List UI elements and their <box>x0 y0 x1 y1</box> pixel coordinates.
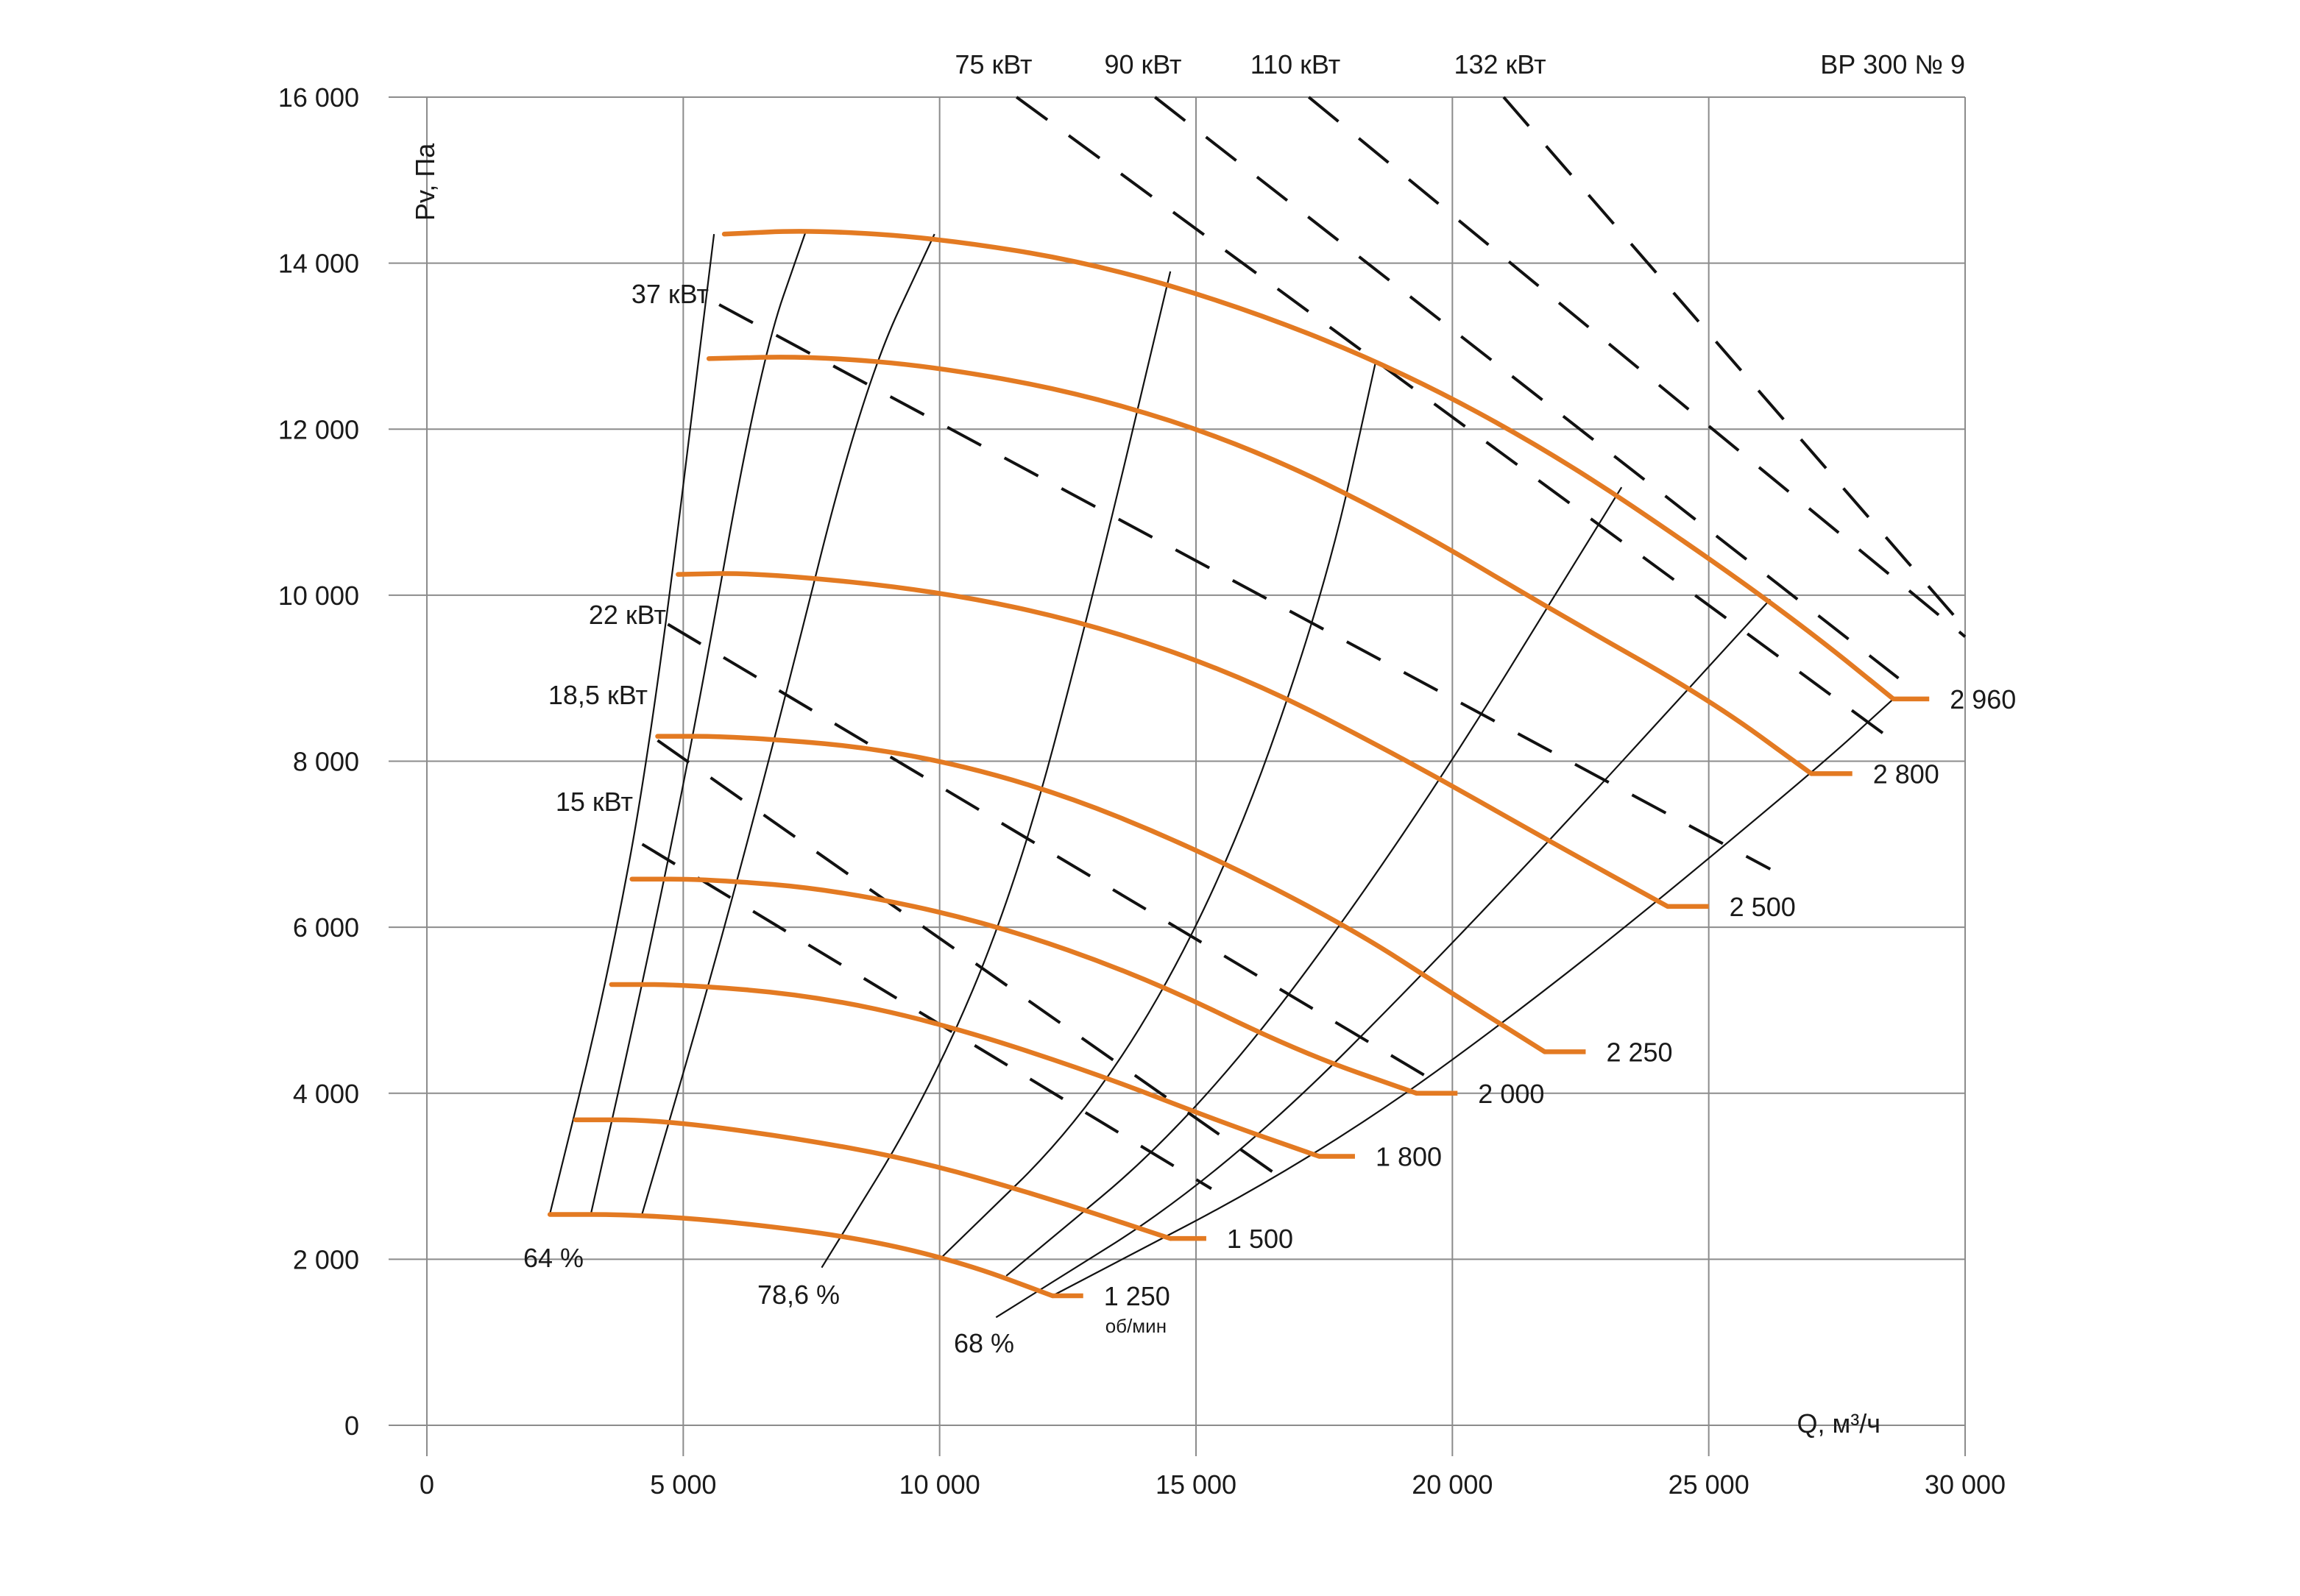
power-line <box>641 843 1212 1191</box>
y-tick-label: 16 000 <box>278 82 359 113</box>
power-line <box>1154 96 1900 680</box>
y-tick-label: 14 000 <box>278 249 359 279</box>
efficiency-label: 64 % <box>523 1243 584 1273</box>
y-tick-label: 4 000 <box>293 1079 359 1109</box>
power-line <box>1307 96 1967 638</box>
rpm-curve <box>609 982 1322 1159</box>
power-line-label: 90 кВт <box>1104 49 1181 79</box>
power-line-label: 132 кВт <box>1454 49 1546 79</box>
x-tick-label: 5 000 <box>650 1469 716 1500</box>
y-tick-label: 8 000 <box>293 747 359 777</box>
rpm-curve <box>655 734 1547 1054</box>
x-tick-label: 10 000 <box>899 1469 980 1500</box>
y-axis-label: Pv, Па <box>410 143 440 221</box>
rpm-label: 2 960 <box>1950 684 2016 714</box>
x-tick-label: 15 000 <box>1156 1469 1236 1500</box>
x-axis-label: Q, м³/ч <box>1797 1408 1880 1439</box>
rpm-curve <box>629 876 1419 1096</box>
y-tick-label: 0 <box>344 1411 359 1441</box>
x-tick-label: 30 000 <box>1925 1469 2006 1500</box>
rpm-curve <box>573 1117 1173 1241</box>
rpm-label: 1 500 <box>1227 1224 1293 1254</box>
efficiency-line <box>821 271 1172 1269</box>
x-tick-label: 20 000 <box>1412 1469 1493 1500</box>
y-tick-label: 10 000 <box>278 581 359 611</box>
rpm-label: 2 800 <box>1873 759 1939 789</box>
chart-title: ВР 300 № 9 <box>1820 49 1965 79</box>
rpm-label: 1 250 <box>1104 1281 1170 1311</box>
efficiency-line <box>995 598 1772 1319</box>
grid <box>389 96 1966 1456</box>
efficiency-line <box>1005 486 1623 1277</box>
x-tick-label: 0 <box>420 1469 434 1500</box>
rpm-label: 2 500 <box>1730 892 1796 922</box>
power-line <box>1502 96 1967 630</box>
y-tick-label: 6 000 <box>293 912 359 943</box>
power-line-label: 110 кВт <box>1250 49 1340 79</box>
efficiency-line <box>641 233 935 1214</box>
power-line-label: 22 кВт <box>589 600 666 630</box>
rpm-unit-label: об/мин <box>1105 1315 1167 1337</box>
y-tick-label: 2 000 <box>293 1244 359 1274</box>
rpm-curves <box>547 229 1930 1299</box>
efficiency-line <box>1052 698 1894 1297</box>
rpm-label: 1 800 <box>1376 1141 1442 1171</box>
power-line <box>718 303 1772 870</box>
x-tick-label: 25 000 <box>1669 1469 1749 1500</box>
power-line <box>1015 96 1900 746</box>
efficiency-label: 68 % <box>954 1328 1014 1358</box>
power-line-label: 18,5 кВт <box>548 680 648 710</box>
power-line-label: 15 кВт <box>556 787 633 817</box>
rpm-curve <box>721 229 1896 702</box>
rpm-label: 2 250 <box>1606 1037 1672 1067</box>
efficiency-lines <box>549 230 1894 1319</box>
rpm-curve <box>676 571 1671 909</box>
power-line-label: 75 кВт <box>955 49 1032 79</box>
chart-labels: 0 5 000 10 000 15 000 20 000 25 000 30 000 0 2 0… <box>278 49 2016 1500</box>
efficiency-label: 78,6 % <box>757 1280 840 1310</box>
efficiency-line <box>549 234 715 1214</box>
efficiency-line <box>590 230 807 1214</box>
efficiency-line <box>938 362 1376 1260</box>
y-tick-label: 12 000 <box>278 414 359 444</box>
power-lines <box>641 96 1967 1191</box>
power-line <box>667 623 1428 1078</box>
rpm-label: 2 000 <box>1478 1079 1544 1109</box>
rpm-curve <box>547 1212 1055 1299</box>
rpm-curve <box>706 355 1814 776</box>
power-line-label: 37 кВт <box>631 279 709 309</box>
